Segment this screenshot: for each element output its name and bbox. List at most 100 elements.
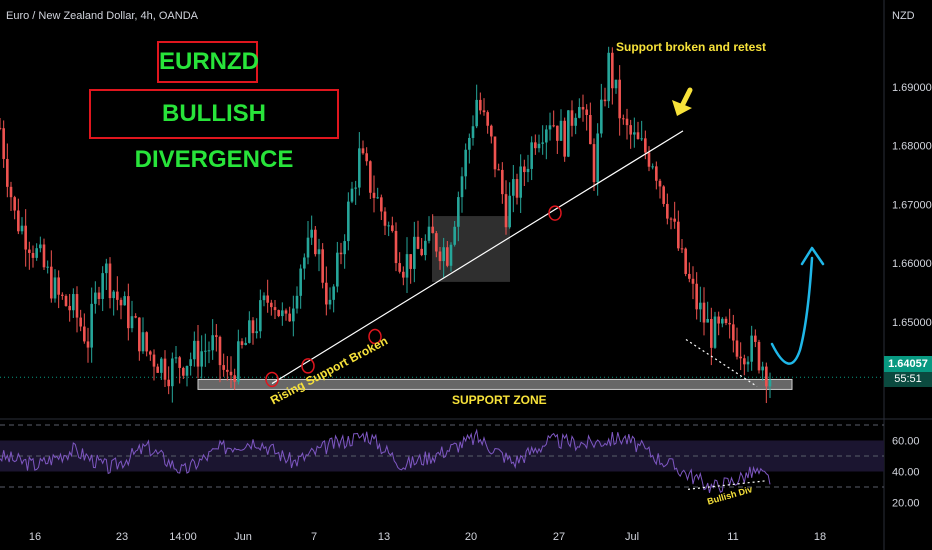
candle-body [508, 195, 511, 228]
candle-body [130, 316, 134, 329]
candle-body [262, 295, 266, 301]
candle-body [90, 303, 93, 348]
candle-body [259, 300, 262, 332]
candle-body [200, 351, 203, 367]
candle-body [328, 299, 332, 305]
price-tick-label: 1.68000 [892, 141, 932, 153]
time-tick-label: Jun [234, 531, 252, 543]
time-tick-label: 23 [116, 531, 128, 543]
candle-body [563, 120, 566, 157]
candle-body [644, 138, 647, 153]
candle-body [453, 226, 456, 245]
candle-body [193, 340, 196, 360]
candle-body [2, 128, 5, 159]
candle-body [486, 112, 489, 126]
candle-body [244, 342, 247, 345]
candle-body [6, 158, 9, 187]
candle-body [178, 357, 181, 368]
candle-body [530, 142, 533, 169]
candle-body [442, 247, 445, 262]
candle-body [72, 294, 75, 311]
candle-body [167, 379, 170, 387]
candle-body [754, 335, 757, 342]
time-tick-label: 11 [727, 531, 738, 543]
candle-body [548, 125, 552, 130]
candle-body [519, 166, 522, 198]
candle-body [677, 221, 680, 249]
candle-body [281, 310, 284, 317]
price-tick-label: 1.67000 [892, 199, 932, 211]
candle-body [28, 249, 31, 253]
candle-body [383, 211, 387, 226]
candle-body [240, 341, 244, 345]
candle-body [673, 218, 676, 222]
candle-body [325, 282, 328, 305]
rsi-tick-label: 20.00 [892, 498, 920, 510]
candle-body [94, 292, 97, 304]
candle-body [24, 225, 27, 250]
candle-body [226, 369, 229, 372]
touch-circle [301, 358, 315, 374]
candle-body [343, 241, 346, 255]
candle-body [354, 187, 357, 189]
candle-body [695, 283, 698, 310]
candle-body [149, 351, 152, 355]
time-tick-label: 20 [465, 531, 477, 543]
candle-body [141, 332, 145, 352]
rsi-panel [0, 424, 884, 494]
price-tick-label: 1.65000 [892, 317, 932, 329]
candle-body [721, 318, 724, 324]
candle-body [515, 179, 519, 198]
candle-body [420, 248, 423, 256]
candle-body [152, 354, 156, 367]
rsi-line [0, 428, 771, 494]
candle-body [255, 331, 258, 334]
time-tick-label: 14:00 [169, 531, 197, 543]
candle-body [570, 110, 574, 126]
candle-body [713, 316, 717, 348]
time-tick-label: 16 [29, 531, 41, 543]
candle-body [424, 240, 427, 256]
candle-body [552, 125, 555, 127]
candle-body [603, 99, 607, 102]
candle-body [306, 237, 310, 258]
candle-body [512, 179, 515, 196]
candle-body [277, 310, 280, 317]
candle-body [218, 336, 222, 366]
candle-body [108, 263, 112, 299]
time-tick-label: 27 [553, 531, 565, 543]
candle-body [398, 263, 401, 272]
candle-body [9, 186, 13, 198]
candle-body [578, 107, 581, 118]
candle-body [622, 118, 625, 120]
symbol-title[interactable]: Euro / New Zealand Dollar, 4h, OANDA [6, 10, 198, 22]
candle-body [629, 125, 632, 135]
candle-body [743, 358, 746, 365]
candle-body [79, 317, 82, 327]
time-tick-label: Jul [625, 531, 639, 543]
candle-body [86, 341, 90, 348]
candle-body [35, 248, 38, 258]
support-zone-label: SUPPORT ZONE [452, 393, 547, 407]
candle-body [303, 257, 306, 269]
candle-body [717, 316, 720, 324]
candle-body [702, 302, 706, 323]
candle-body [376, 197, 379, 199]
candle-body [369, 161, 372, 193]
rsi-tick-label: 40.00 [892, 467, 920, 479]
candle-body [402, 271, 405, 278]
candle-body [75, 294, 79, 318]
candle-body [457, 197, 460, 227]
candle-body [317, 249, 321, 255]
candle-body [611, 52, 614, 89]
title-label: EURNZD [157, 41, 259, 83]
candle-body [479, 99, 482, 111]
candle-body [636, 132, 640, 139]
candle-body [724, 318, 728, 324]
axes: 1.69000 1.68000 1.67000 1.66000 1.65000 60.00… [29, 82, 932, 543]
candle-body [237, 341, 240, 382]
rsi-divergence-line [687, 480, 767, 490]
candle-body [233, 375, 236, 382]
candle-body [416, 236, 420, 249]
candle-body [574, 117, 577, 126]
